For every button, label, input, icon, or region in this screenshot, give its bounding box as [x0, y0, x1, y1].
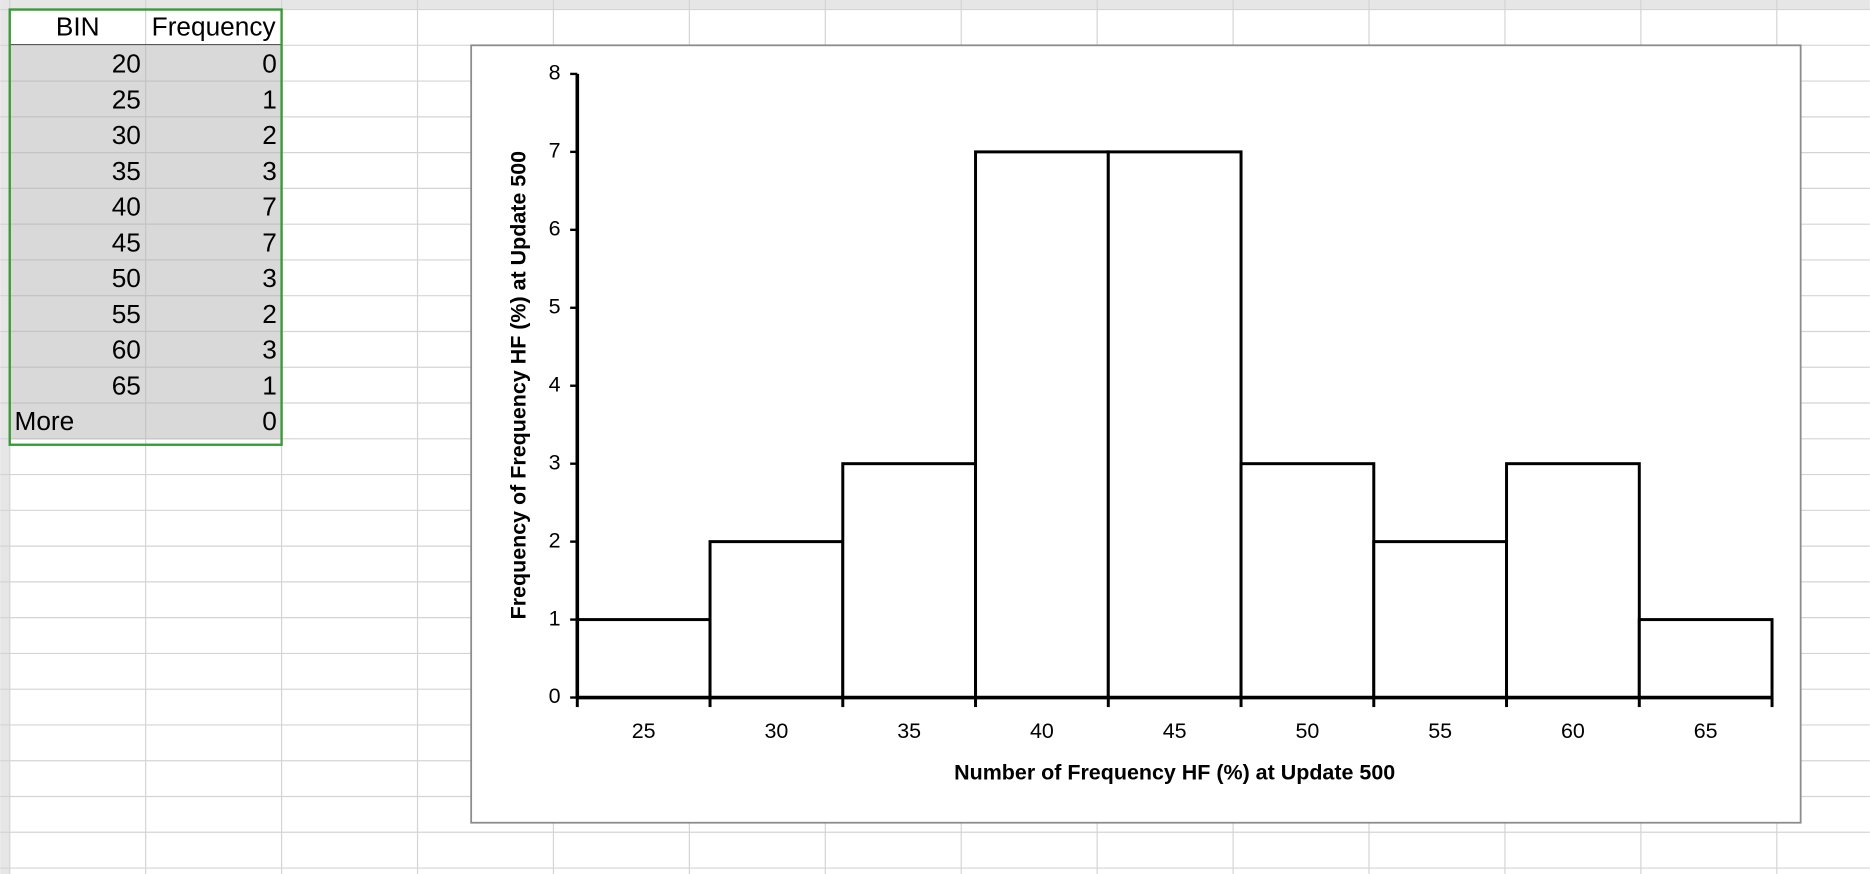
table-cell: 1: [262, 370, 277, 400]
y-tick-label: 0: [549, 684, 561, 708]
x-tick-label: 40: [1030, 719, 1054, 743]
bar: [1372, 540, 1509, 700]
table-cell: 3: [262, 263, 277, 293]
table-cell: 7: [262, 227, 277, 257]
table-cell: 30: [112, 120, 141, 150]
bar: [1239, 462, 1376, 700]
y-tick-label: 3: [549, 450, 561, 474]
bar: [1637, 618, 1774, 700]
bar: [974, 150, 1110, 700]
table-cell: 2: [262, 299, 277, 329]
table-cell: 3: [262, 156, 277, 186]
bar: [1505, 462, 1641, 700]
table-cell: 0: [262, 406, 277, 436]
table-cell: 20: [112, 49, 141, 79]
y-tick-label: 2: [549, 528, 561, 552]
y-axis-title: Frequency of Frequency HF (%) at Update …: [507, 151, 531, 620]
table-cell: 35: [112, 156, 141, 186]
table-header: BIN: [56, 12, 100, 42]
x-tick-label: 45: [1163, 719, 1187, 743]
table-cell: 7: [262, 192, 277, 222]
x-tick-label: 65: [1694, 719, 1718, 743]
table-cell: 55: [112, 299, 141, 329]
table-cell: More: [14, 406, 74, 436]
table-cell: 60: [112, 335, 141, 365]
data-table: BIN Frequency 20 0 25 1 30 2 35 3 40 7 45 7 50 3 55 2 60 3 6…: [9, 12, 283, 440]
table-header: Frequency: [152, 12, 277, 42]
column-header-strip: [0, 0, 1870, 10]
x-tick-label: 50: [1295, 719, 1319, 743]
table-cell: 3: [262, 335, 277, 365]
y-tick-label: 4: [549, 372, 561, 396]
bar: [708, 540, 845, 700]
y-tick-label: 6: [549, 216, 561, 240]
x-tick-label: 60: [1561, 719, 1585, 743]
table-cell: 0: [262, 49, 277, 79]
x-tick-label: 25: [632, 719, 656, 743]
bar: [575, 618, 712, 700]
x-tick-label: 35: [897, 719, 921, 743]
chart: Number of Frequency HF (%) at Update 500…: [507, 61, 1774, 785]
x-tick-label: 30: [764, 719, 788, 743]
row-header-strip: [0, 0, 10, 874]
table-cell: 1: [262, 84, 277, 114]
y-tick-label: 1: [549, 606, 561, 630]
selection-border: [8, 8, 283, 446]
table-cell: 40: [112, 192, 141, 222]
table-cell: 25: [112, 84, 141, 114]
y-tick-label: 7: [549, 139, 561, 163]
table-cell: 45: [112, 227, 141, 257]
bar: [1106, 150, 1243, 700]
x-tick-label: 55: [1428, 719, 1452, 743]
table-cell: 65: [112, 370, 141, 400]
x-axis-title: Number of Frequency HF (%) at Update 500: [954, 761, 1395, 785]
table-cell: 2: [262, 120, 277, 150]
y-tick-label: 8: [549, 61, 561, 85]
y-tick-label: 5: [549, 294, 561, 318]
table-cell: 50: [112, 263, 141, 293]
bar: [841, 462, 978, 700]
